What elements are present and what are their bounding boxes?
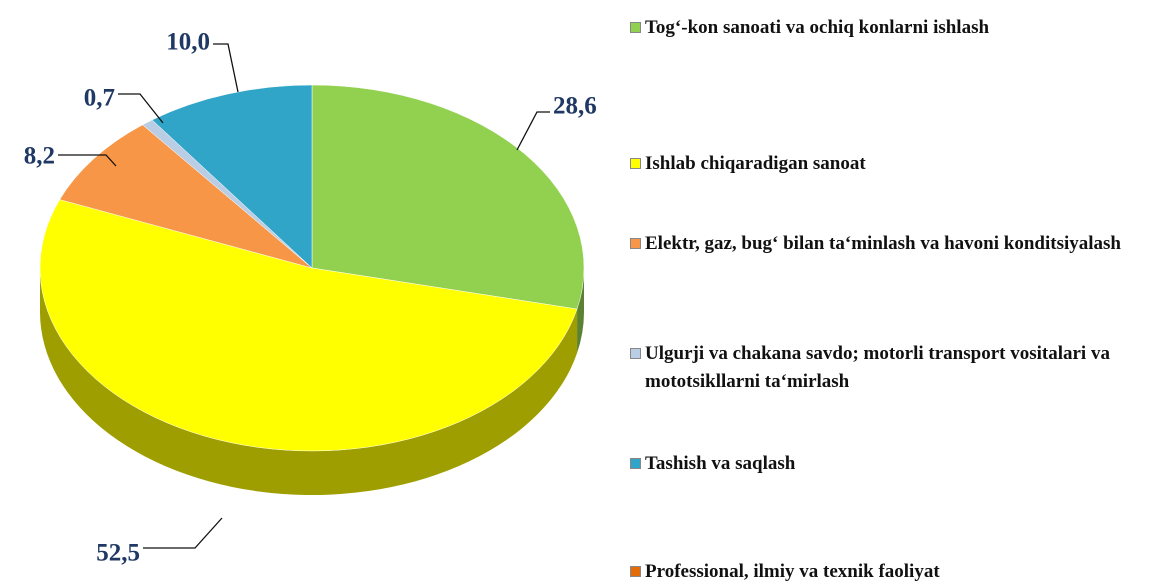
legend-swatch	[630, 458, 641, 469]
legend-swatch	[630, 566, 641, 577]
data-label: 0,7	[84, 85, 115, 112]
legend-label: Ishlab chiqaradigan sanoat	[645, 153, 866, 174]
legend-swatch	[630, 22, 641, 33]
pie-slice	[151, 84, 313, 269]
legend-swatch	[630, 238, 641, 249]
pie-area: 28,6 52,5 8,2 0,7 10,0	[24, 29, 597, 567]
leader-line	[213, 43, 239, 93]
leader-line	[58, 154, 117, 167]
leader-line	[118, 93, 164, 124]
legend-label: Tog‘-kon sanoati va ochiq konlarni ishla…	[645, 17, 990, 38]
legend-label: Tashish va saqlash	[645, 453, 796, 474]
pie-slice	[311, 84, 585, 310]
data-label: 8,2	[24, 143, 55, 170]
legend-entry: Ulgurji va chakana savdo; motorli transp…	[630, 340, 1150, 396]
pie-slice	[39, 199, 578, 452]
legend-label: Elektr, gaz, bug‘ bilan ta‘minlash va ha…	[645, 233, 1122, 254]
data-label: 10,0	[166, 29, 210, 56]
legend-swatch	[630, 348, 641, 359]
legend-label: Professional, ilmiy va texnik faoliyat	[645, 561, 940, 582]
legend-entry: Tog‘-kon sanoati va ochiq konlarni ishla…	[630, 14, 1150, 42]
leader-line	[143, 517, 223, 549]
legend-entry: Professional, ilmiy va texnik faoliyat	[630, 558, 1150, 586]
data-label: 52,5	[96, 540, 140, 567]
pie-side	[40, 268, 578, 495]
legend-entry: Elektr, gaz, bug‘ bilan ta‘minlash va ha…	[630, 230, 1150, 258]
legend-label: Ulgurji va chakana savdo; motorli transp…	[645, 343, 1110, 392]
legend-entry: Ishlab chiqaradigan sanoat	[630, 150, 1150, 178]
legend-swatch	[630, 158, 641, 169]
data-label: 28,6	[553, 93, 597, 120]
pie-slice	[59, 124, 313, 269]
leader-line	[516, 111, 550, 151]
legend-entry: Tashish va saqlash	[630, 450, 1150, 478]
